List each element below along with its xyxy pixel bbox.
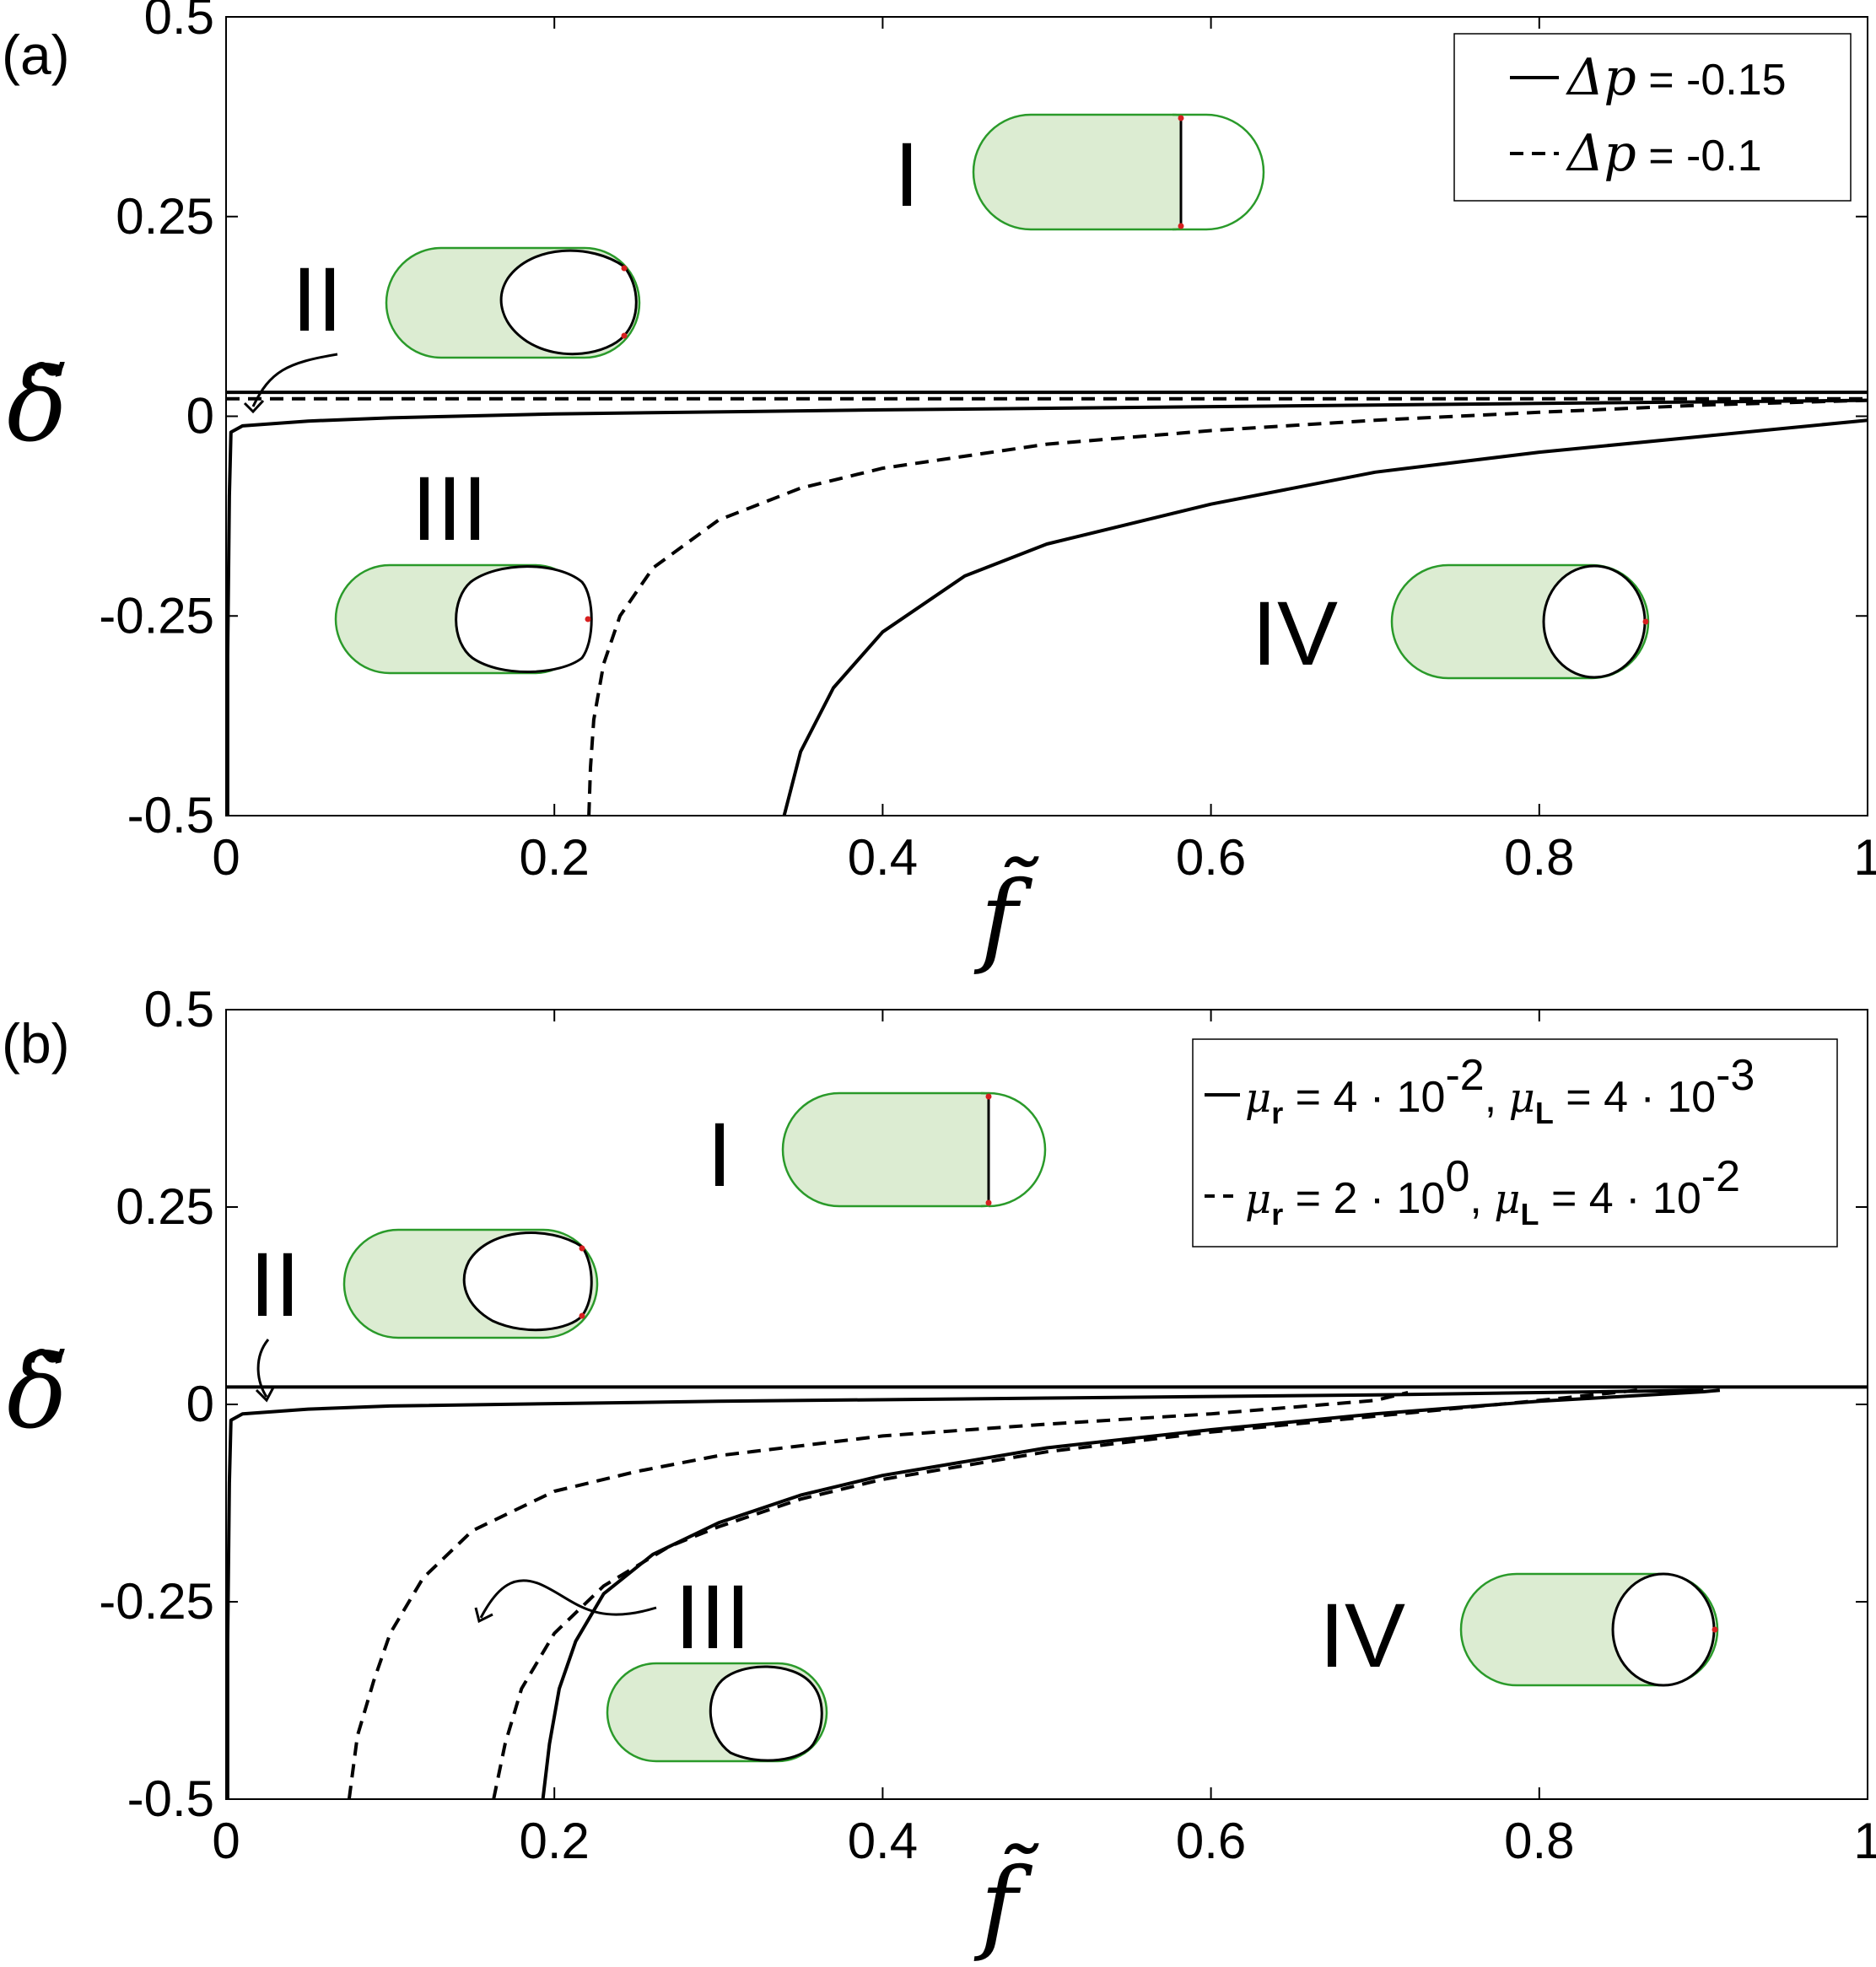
series-line-4 (492, 1388, 1638, 1800)
panel-b-legend: μr = 4 · 10-2, μL = 4 · 10-3 μr = 2 · 10… (1192, 1038, 1838, 1248)
panel-a-tick-labels: 0 0.2 0.4 0.6 0.8 1 0.5 0.25 0 -0.25 -0.5 (99, 0, 1876, 886)
x-tick-label: 1 (1853, 1813, 1876, 1869)
region-label-II: II (292, 248, 342, 350)
y-tick-label: -0.5 (127, 787, 214, 843)
svg-text:δ̃: δ̃ (7, 348, 67, 465)
panel-a-curves (225, 391, 1868, 816)
y-tick-label: 0.5 (144, 981, 214, 1037)
panel-b-xlabel: f̃ (973, 1843, 1040, 1964)
region-label-II: II (250, 1233, 300, 1335)
panel-b-label: (b) (2, 1012, 70, 1075)
panel-b-curves (225, 1385, 1868, 1800)
x-tick-label: 0.2 (519, 829, 589, 886)
arrow-head (255, 1387, 275, 1403)
capsule-illustration-II (385, 246, 641, 359)
panel-a-xlabel: f̃ (973, 856, 1040, 978)
x-tick-label: 1 (1853, 829, 1876, 886)
capsule-illustration-III (334, 563, 593, 675)
region-label-I: I (707, 1103, 732, 1205)
y-tick-label: 0 (186, 388, 214, 445)
arrow-head (243, 399, 265, 414)
y-tick-label: -0.25 (99, 587, 214, 644)
panel-a: (a) 0 0.2 0.4 0.6 0.8 1 0.5 0.25 0 -0.25 -0.5 δ̃ f… (2, 0, 1876, 978)
x-tick-label: 0 (212, 1813, 240, 1869)
capsule-illustration-IV (1459, 1572, 1719, 1687)
legend-entry-2: μr = 2 · 100, μL = 4 · 10-2 (1245, 1152, 1740, 1231)
x-tick-label: 0 (212, 829, 240, 886)
legend-entry-1: μr = 4 · 10-2, μL = 4 · 10-3 (1245, 1051, 1755, 1130)
x-tick-label: 0.2 (519, 1813, 589, 1869)
capsule-illustration-III (606, 1662, 828, 1763)
x-tick-label: 0.6 (1176, 829, 1246, 886)
series-line-5 (782, 418, 1868, 816)
region-label-IV: IV (1252, 582, 1338, 684)
panel-a-ylabel: δ̃ (7, 348, 67, 465)
panel-a-label: (a) (2, 24, 70, 86)
panel-b-axes-box (225, 1009, 1868, 1800)
x-tick-label: 0.4 (848, 829, 918, 886)
y-tick-label: 0.5 (144, 0, 214, 45)
region-label-IV: IV (1319, 1584, 1405, 1686)
legend-entry-1: Δp = -0.15 (1566, 48, 1787, 107)
legend-box (1453, 33, 1852, 202)
panel-a-axes-box (225, 16, 1868, 816)
series-line-5 (541, 1388, 1721, 1800)
svg-text:f̃: f̃ (973, 856, 1040, 978)
y-tick-label: 0.25 (116, 188, 214, 245)
series-line-3 (347, 1391, 1409, 1800)
region-II-arrow (256, 1339, 270, 1398)
series-line-4 (587, 398, 1868, 816)
arrow-head (474, 1607, 493, 1624)
panel-b-ylabel: δ̃ (7, 1334, 67, 1452)
panel-b: (b) 0 0.2 0.4 0.6 0.8 1 0.5 0.25 0 -0.25 -0.5 δ̃ f… (2, 981, 1876, 1964)
capsule-illustration-II (342, 1228, 599, 1339)
region-label-III: III (412, 457, 488, 559)
legend-box (1192, 1038, 1838, 1248)
y-tick-label: 0 (186, 1376, 214, 1432)
y-tick-label: 0.25 (116, 1178, 214, 1235)
panel-b-tick-labels: 0 0.2 0.4 0.6 0.8 1 0.5 0.25 0 -0.25 -0.5 (99, 981, 1876, 1869)
series-line-3 (225, 398, 1868, 816)
x-tick-label: 0.8 (1504, 829, 1574, 886)
region-II-arrow (251, 353, 338, 407)
svg-text:f̃: f̃ (973, 1843, 1040, 1964)
x-tick-label: 0.4 (848, 1813, 918, 1869)
region-label-III: III (675, 1566, 751, 1668)
y-tick-label: -0.5 (127, 1770, 214, 1827)
svg-text:δ̃: δ̃ (7, 1334, 67, 1452)
legend-entry-2: Δp = -0.1 (1566, 124, 1762, 183)
capsule-illustration-I (972, 113, 1265, 231)
panel-a-legend: Δp = -0.15 Δp = -0.1 (1453, 33, 1852, 202)
capsule-illustration-IV (1390, 563, 1650, 680)
x-tick-label: 0.6 (1176, 1813, 1246, 1869)
region-label-I: I (894, 123, 919, 225)
region-III-arrow (479, 1579, 657, 1619)
capsule-illustration-I (781, 1091, 1047, 1208)
series-line-2 (225, 1388, 1704, 1799)
x-tick-label: 0.8 (1504, 1813, 1574, 1869)
y-tick-label: -0.25 (99, 1573, 214, 1630)
